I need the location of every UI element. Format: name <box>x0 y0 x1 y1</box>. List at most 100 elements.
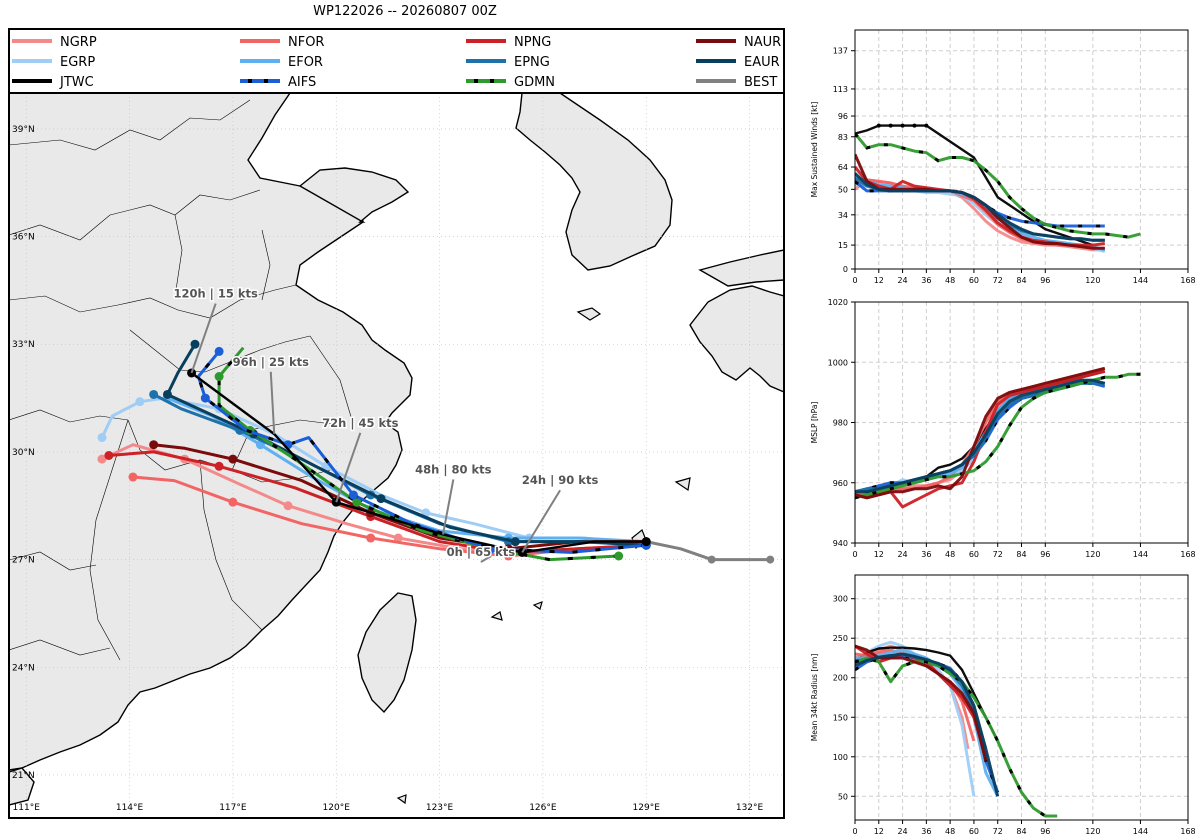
panel-y-tick-label: 0 <box>843 265 848 274</box>
panel-frame <box>854 574 1189 821</box>
panel-3: 0 12 24 36 48 60 72 84 96 120 144 168 50 100 150 200 250… <box>810 574 1196 836</box>
land-layer <box>9 93 784 806</box>
panel-x-tick-label: 60 <box>969 827 979 836</box>
panel-x-tick-label: 72 <box>993 550 1003 559</box>
track-point <box>190 339 200 349</box>
panel-x-tick-label: 96 <box>1040 550 1050 559</box>
track-point <box>352 497 362 507</box>
annotation-label: 72h | 45 kts <box>322 416 399 430</box>
panel-series <box>855 123 1141 253</box>
forecast-annotation: 48h | 80 kts <box>414 461 493 535</box>
panel-y-tick-label: 250 <box>833 634 848 643</box>
series-dash-aifs <box>855 654 1000 793</box>
legend-label: EGRP <box>60 55 95 70</box>
track-point <box>135 397 145 407</box>
track-point <box>766 555 775 564</box>
panel-y-tick-label: 96 <box>838 112 848 121</box>
legend-label: AIFS <box>288 75 316 90</box>
panel-x-tick-label: 24 <box>897 827 907 836</box>
track-point <box>149 389 159 399</box>
annotation-label: 96h | 25 kts <box>233 355 310 369</box>
panel-y-tick-label: 15 <box>838 241 848 250</box>
series-line-jtwc <box>855 124 1094 247</box>
panel-plot-area <box>855 302 1188 543</box>
panel-y-tick-label: 300 <box>833 595 848 604</box>
panel-x-tick-label: 72 <box>993 827 1003 836</box>
forecast-annotation: 120h | 15 kts <box>172 285 260 374</box>
panel-x-tick-label: 48 <box>945 827 955 836</box>
panel-y-tick-label: 34 <box>838 211 848 220</box>
panel-x-tick-label: 144 <box>1133 827 1148 836</box>
panel-plot-area <box>855 30 1188 269</box>
series-line-aifs <box>855 381 1106 494</box>
legend-label: EAUR <box>744 55 780 70</box>
map-lon-tick-label: 126°E <box>529 803 557 813</box>
track-point <box>614 551 624 561</box>
series-line-gdmn <box>855 372 1141 500</box>
panel-series <box>855 640 1058 818</box>
panel-x-tick-label: 0 <box>852 827 857 836</box>
map-gridlines <box>9 93 784 818</box>
panel-x-tick-label: 168 <box>1180 550 1195 559</box>
series-point <box>900 123 905 128</box>
map-lat-tick-label: 30°N <box>12 448 35 458</box>
series-line-aifs <box>855 654 1000 793</box>
map-lat-tick-label: 21°N <box>12 771 35 781</box>
series-line-npng <box>855 369 1106 509</box>
panel-x-tick-label: 120 <box>1085 550 1100 559</box>
legend-label: NPNG <box>514 35 551 50</box>
panel-x-tick-label: 36 <box>921 827 931 836</box>
panel-x-tick-label: 36 <box>921 550 931 559</box>
map-lon-tick-label: 111°E <box>13 803 41 813</box>
panel-2: 0 12 24 36 48 60 72 84 96 120 144 168 940 960 980 1000 1… <box>810 298 1196 559</box>
legend-item-ngrp: NGRP <box>12 35 97 50</box>
track-point <box>214 461 224 471</box>
track-point <box>707 555 716 564</box>
legend-label: JTWC <box>59 75 94 90</box>
legend-item-eaur: EAUR <box>696 55 780 70</box>
map-lon-tick-label: 132°E <box>736 803 764 813</box>
panel-x-tick-label: 48 <box>945 276 955 285</box>
panel-y-tick-label: 960 <box>833 479 848 488</box>
legend-item-nfor: NFOR <box>240 35 324 50</box>
series-line-efor <box>855 648 1000 797</box>
land-kyushu <box>689 285 784 393</box>
legend-box <box>8 28 785 94</box>
legend-item-best: BEST <box>696 75 777 90</box>
track-point <box>366 533 376 543</box>
track-point <box>104 451 114 460</box>
legend-label: GDMN <box>514 75 555 90</box>
annotation-label: 48h | 80 kts <box>415 462 492 476</box>
panel-frame <box>854 301 1189 544</box>
track-point <box>348 490 358 500</box>
forecast-annotation: 72h | 45 kts <box>321 414 400 503</box>
series-dash-gdmn <box>855 132 1141 239</box>
track-point <box>214 372 224 382</box>
panel-x-tick-label: 144 <box>1133 276 1148 285</box>
panel-y-tick-label: 83 <box>838 133 848 142</box>
land-japan-north <box>698 249 784 287</box>
panel-x-tick-label: 84 <box>1016 827 1026 836</box>
track-point <box>510 537 520 547</box>
track-aifs <box>196 346 651 554</box>
panel-x-tick-label: 24 <box>897 276 907 285</box>
track-point <box>283 501 293 511</box>
legend-item-naur: NAUR <box>696 35 781 50</box>
land-korea <box>515 93 673 271</box>
annotation-leader <box>190 303 217 374</box>
annotation-leader <box>521 489 561 553</box>
series-line-jtwc <box>855 646 999 742</box>
panel-x-tick-label: 96 <box>1040 276 1050 285</box>
annotation-leader <box>442 479 455 535</box>
series-line-egrp <box>855 640 976 797</box>
series-line-jtwc <box>855 370 1106 496</box>
panel-y-tick-label: 50 <box>838 185 848 194</box>
legend-item-aifs: AIFS <box>240 75 316 90</box>
annotation-label: 120h | 15 kts <box>173 287 258 301</box>
panel-x-tick-label: 0 <box>852 550 857 559</box>
forecast-annotation: 0h | 65 kts <box>445 543 517 563</box>
legend: NGRP EGRP JTWC NFOR EFOR AIFS NPNG EPNG GDMN NAUR… <box>8 28 785 94</box>
track-point <box>97 454 107 464</box>
panel-y-tick-label: 1000 <box>828 358 848 367</box>
map-lon-tick-label: 123°E <box>426 803 454 813</box>
